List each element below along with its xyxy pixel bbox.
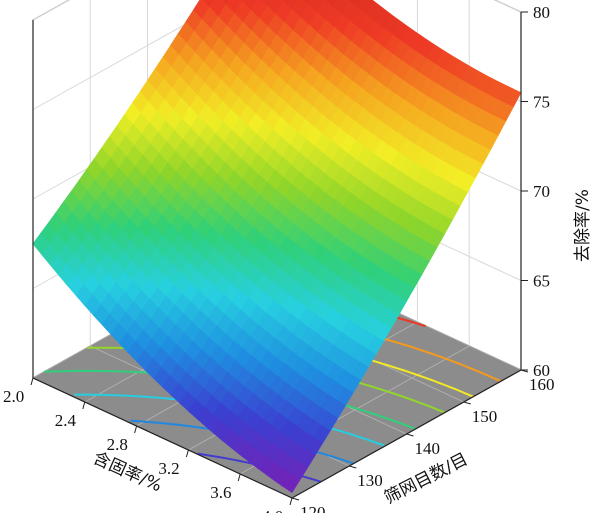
x-tick-mark <box>289 497 293 506</box>
axis-edge <box>32 377 293 499</box>
y-tick-mark <box>406 433 414 437</box>
x-tick-mark <box>185 449 189 458</box>
x-tick-label: 3.6 <box>210 483 231 502</box>
x-tick-label: 2.0 <box>3 387 24 406</box>
z-axis-title: 去除率/% <box>573 189 593 262</box>
x-tick-mark <box>30 377 34 386</box>
surface-mesh <box>32 0 522 494</box>
x-tick-label: 3.2 <box>158 459 179 478</box>
y-tick-mark <box>463 401 471 405</box>
y-tick-label: 120 <box>300 503 326 513</box>
y-tick-mark <box>291 497 300 501</box>
y-axis-title: 筛网目数/目 <box>381 449 471 508</box>
y-tick-label: 140 <box>415 439 441 458</box>
y-tick-mark <box>349 465 357 469</box>
y-tick-label: 160 <box>529 375 555 394</box>
z-tick-label: 65 <box>533 272 550 291</box>
z-tick-label: 80 <box>533 3 550 22</box>
x-tick-label: 2.4 <box>55 411 77 430</box>
y-tick-label: 150 <box>472 407 498 426</box>
y-tick-label: 130 <box>357 471 383 490</box>
z-tick-label: 70 <box>533 182 550 201</box>
x-tick-mark <box>82 401 86 410</box>
x-tick-mark <box>237 473 241 482</box>
x-tick-label: 2.8 <box>107 435 128 454</box>
z-tick-label: 75 <box>533 93 550 112</box>
x-tick-mark <box>134 425 138 434</box>
x-axis-title: 含固率/% <box>90 448 165 496</box>
surface-patch <box>282 474 301 494</box>
x-tick-label: 4.0 <box>262 507 283 513</box>
z-tick-label: 60 <box>533 361 550 380</box>
